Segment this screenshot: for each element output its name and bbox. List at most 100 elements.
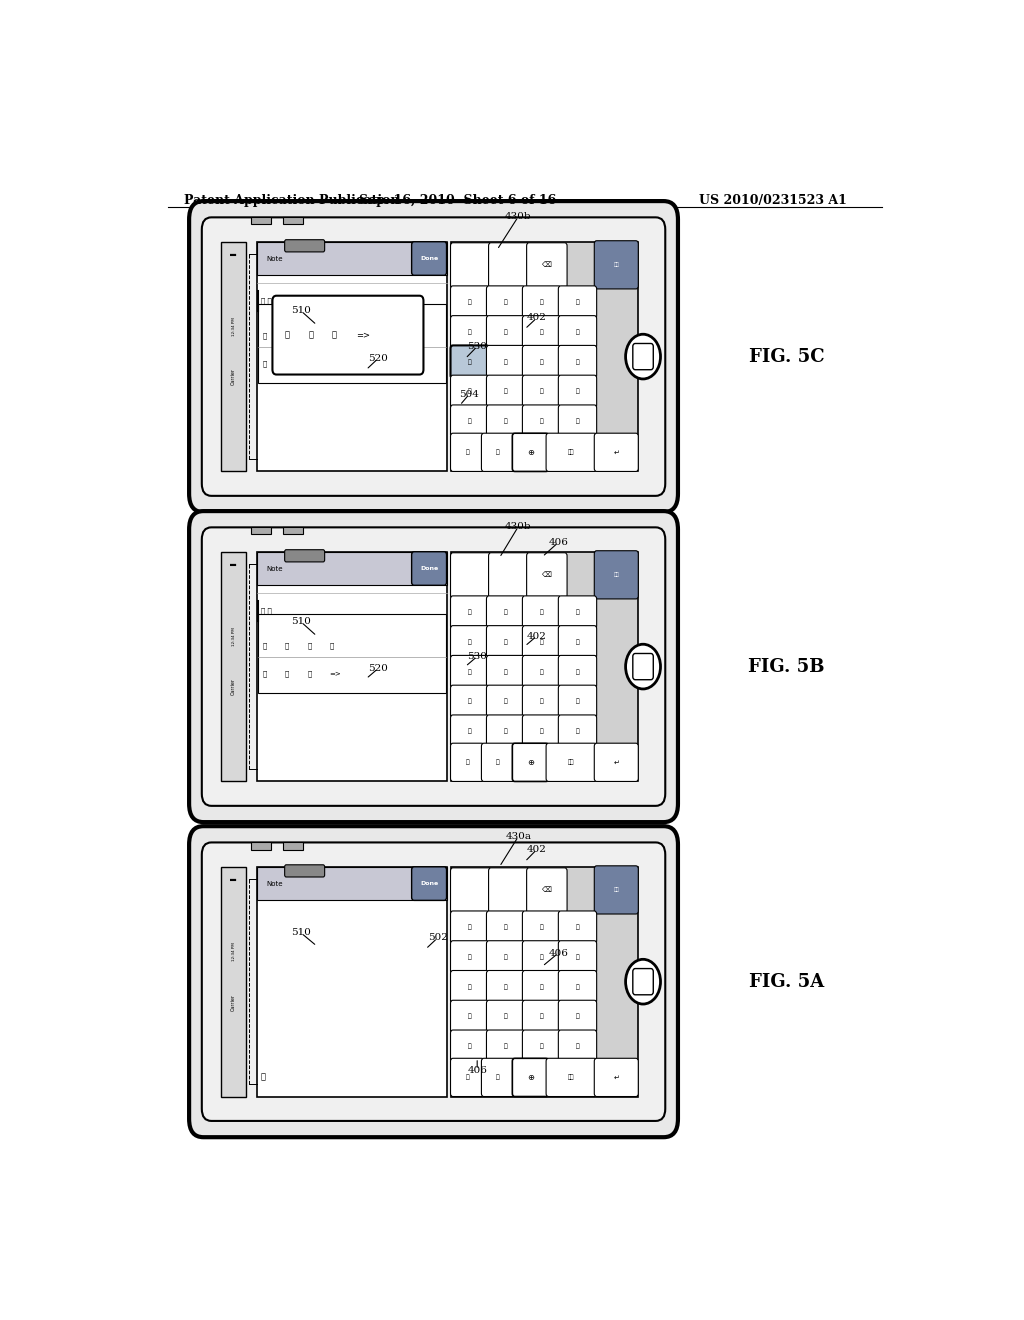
Text: Note: Note [266, 880, 283, 887]
Text: ー: ー [285, 643, 290, 649]
FancyBboxPatch shape [558, 941, 597, 974]
Text: FIG. 5B: FIG. 5B [749, 657, 825, 676]
FancyBboxPatch shape [633, 343, 653, 370]
FancyBboxPatch shape [486, 685, 524, 718]
Text: 批: 批 [307, 333, 311, 339]
FancyBboxPatch shape [202, 218, 666, 496]
FancyBboxPatch shape [451, 375, 488, 408]
Text: ㄇ: ㄇ [540, 610, 544, 615]
Bar [257, 867, 447, 900]
FancyBboxPatch shape [512, 433, 549, 471]
Text: 被: 被 [285, 671, 290, 677]
Text: ⊕: ⊕ [527, 758, 534, 767]
Text: ㄎ: ㄎ [504, 669, 508, 675]
FancyBboxPatch shape [633, 969, 653, 995]
FancyBboxPatch shape [486, 375, 524, 408]
FancyBboxPatch shape [558, 656, 597, 688]
Text: ↵: ↵ [613, 449, 620, 455]
Text: 520: 520 [368, 664, 388, 673]
Text: ㄉ: ㄉ [468, 329, 472, 335]
Text: 被: 被 [330, 643, 334, 649]
FancyBboxPatch shape [522, 405, 561, 438]
Text: 批: 批 [307, 643, 311, 649]
Text: ㄑ: ㄑ [468, 698, 472, 705]
FancyBboxPatch shape [522, 656, 561, 688]
FancyBboxPatch shape [558, 626, 597, 659]
FancyBboxPatch shape [522, 1001, 561, 1034]
Bar [258, 304, 445, 383]
FancyBboxPatch shape [522, 595, 561, 628]
Text: ㄔ: ㄔ [575, 698, 580, 705]
FancyBboxPatch shape [486, 1030, 524, 1063]
FancyBboxPatch shape [546, 433, 597, 471]
Text: ㄎ: ㄎ [504, 985, 508, 990]
Text: ㄅ: ㄅ [468, 300, 472, 305]
Text: ㄌ: ㄌ [575, 329, 580, 335]
Text: 被: 被 [285, 360, 290, 367]
FancyBboxPatch shape [451, 243, 490, 288]
Text: ㄔ: ㄔ [575, 1014, 580, 1019]
Text: ⌫: ⌫ [542, 573, 552, 578]
FancyBboxPatch shape [522, 626, 561, 659]
Text: Patent Application Publication: Patent Application Publication [183, 194, 399, 207]
FancyBboxPatch shape [488, 243, 529, 288]
Text: ㄌ: ㄌ [575, 639, 580, 645]
Text: ㄒ: ㄒ [504, 389, 508, 395]
Text: ▌: ▌ [230, 562, 237, 566]
Bar [283, 842, 303, 850]
Text: ㄐ: ㄐ [575, 985, 580, 990]
Text: ㄏ: ㄏ [540, 669, 544, 675]
Text: ㄍ: ㄍ [468, 669, 472, 675]
Text: ㄎ: ㄎ [504, 359, 508, 364]
Text: ⊕: ⊕ [527, 1073, 534, 1082]
FancyBboxPatch shape [451, 685, 488, 718]
Text: ㄋ: ㄋ [540, 639, 544, 645]
Bar [251, 528, 270, 535]
Bar [257, 552, 447, 781]
FancyBboxPatch shape [558, 1030, 597, 1063]
Text: ㄒ: ㄒ [504, 698, 508, 705]
Text: Done: Done [420, 256, 438, 261]
Text: ㄇ: ㄇ [540, 924, 544, 931]
Circle shape [626, 960, 660, 1005]
FancyBboxPatch shape [522, 375, 561, 408]
Text: 504: 504 [460, 389, 479, 399]
FancyBboxPatch shape [451, 867, 490, 913]
Text: ㄆ: ㄆ [504, 610, 508, 615]
Bar [451, 867, 638, 1097]
FancyBboxPatch shape [412, 552, 446, 585]
Text: ㄋ: ㄋ [540, 954, 544, 960]
Bar [451, 552, 638, 781]
FancyBboxPatch shape [633, 653, 653, 680]
Text: ⌫: ⌫ [542, 887, 552, 894]
FancyBboxPatch shape [558, 970, 597, 1003]
Text: 530: 530 [467, 652, 487, 661]
Text: Done: Done [420, 882, 438, 886]
Bar [221, 242, 246, 471]
Bar [283, 218, 303, 224]
Bar [221, 867, 246, 1097]
Text: ▌: ▌ [230, 252, 237, 256]
FancyBboxPatch shape [451, 911, 488, 944]
Text: ㄈ: ㄈ [575, 300, 580, 305]
Text: 406: 406 [467, 1065, 487, 1074]
Text: ㄉ: ㄉ [468, 954, 472, 960]
Text: 430b: 430b [505, 211, 531, 220]
FancyBboxPatch shape [512, 1059, 549, 1097]
Text: 430a: 430a [506, 832, 531, 841]
FancyBboxPatch shape [451, 941, 488, 974]
Text: ⌫: ⌫ [542, 263, 552, 268]
Text: 空格: 空格 [568, 1074, 574, 1080]
Circle shape [626, 644, 660, 689]
Text: Carrier: Carrier [231, 678, 237, 696]
FancyBboxPatch shape [526, 243, 567, 288]
Text: Done: Done [420, 566, 438, 572]
FancyBboxPatch shape [594, 1059, 638, 1097]
Text: ↵: ↵ [613, 759, 620, 766]
FancyBboxPatch shape [486, 911, 524, 944]
FancyBboxPatch shape [451, 346, 488, 379]
FancyBboxPatch shape [451, 656, 488, 688]
Text: =>: => [355, 330, 370, 339]
Text: 換行: 換行 [613, 263, 620, 268]
Text: Sep. 16, 2010  Sheet 6 of 16: Sep. 16, 2010 Sheet 6 of 16 [358, 194, 556, 207]
